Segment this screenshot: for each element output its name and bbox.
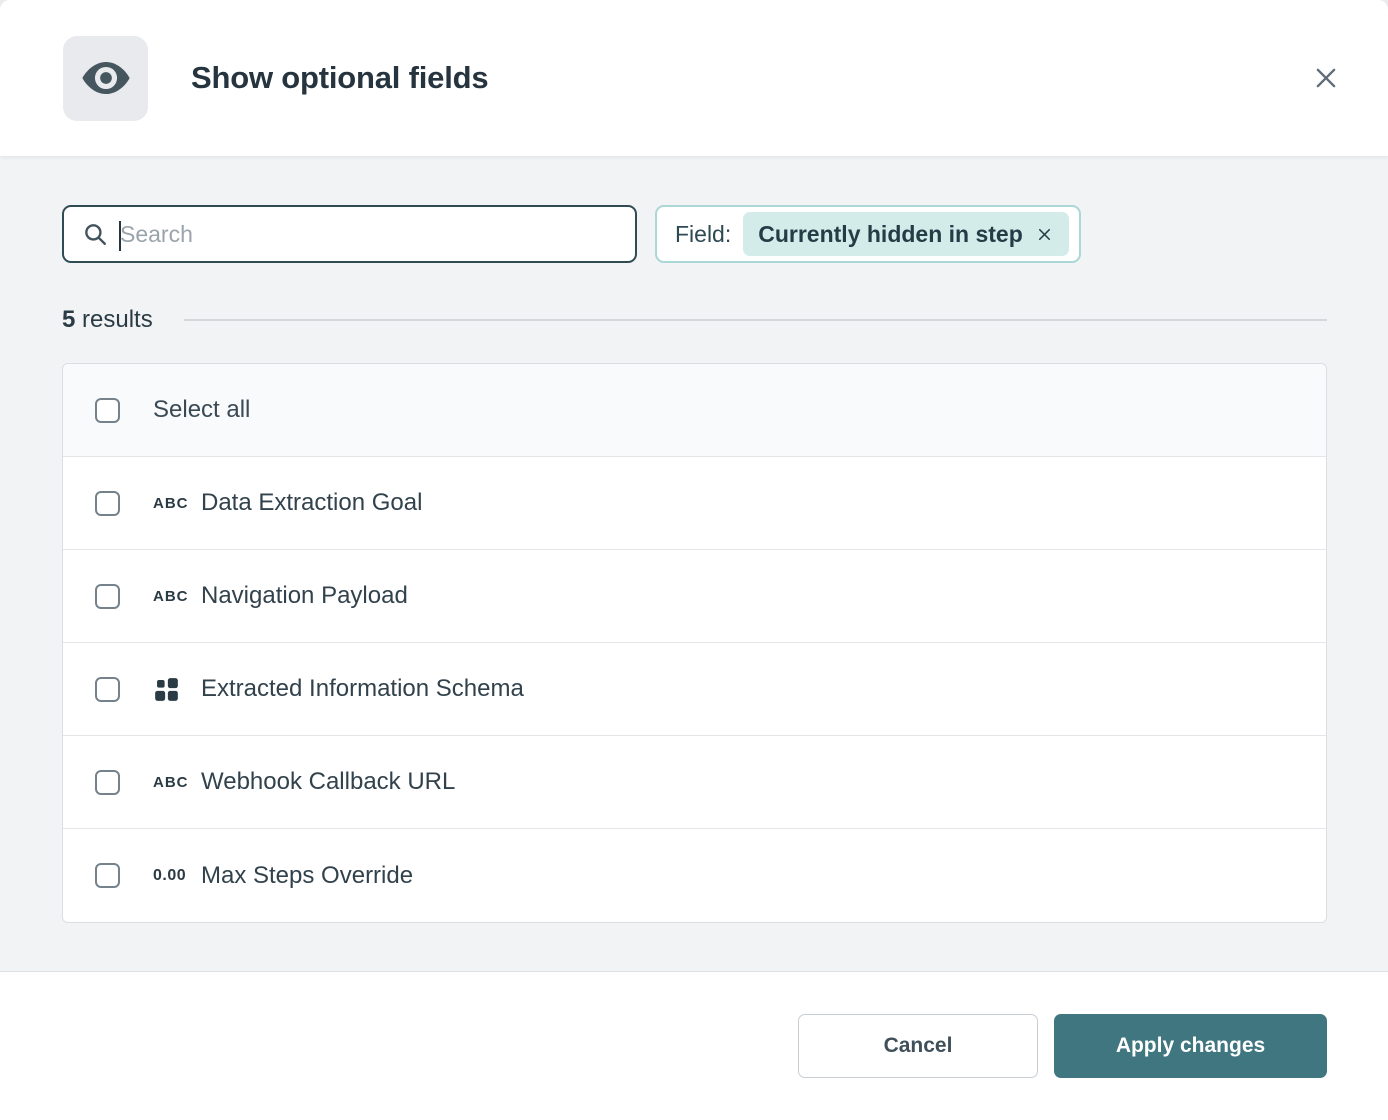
dialog-header: Show optional fields [0, 0, 1388, 156]
select-all-row[interactable]: Select all [63, 364, 1326, 457]
results-label: results [82, 306, 153, 333]
list-item-data-extraction-goal[interactable]: ABC Data Extraction Goal [63, 457, 1326, 550]
row-checkbox[interactable] [95, 863, 120, 888]
apply-changes-button[interactable]: Apply changes [1054, 1014, 1327, 1078]
text-type-icon: ABC [153, 773, 189, 791]
field-filter: Field: Currently hidden in step [655, 205, 1081, 263]
dialog-footer: Cancel Apply changes [0, 972, 1388, 1120]
search-input[interactable] [120, 220, 619, 248]
results-count: 5 [62, 306, 76, 333]
eye-icon [80, 52, 132, 104]
filter-value-pill[interactable]: Currently hidden in step [743, 212, 1069, 256]
cancel-button[interactable]: Cancel [798, 1014, 1038, 1078]
list-item-label: Extracted Information Schema [201, 675, 524, 702]
controls-row: Field: Currently hidden in step [62, 205, 1327, 263]
text-type-icon: ABC [153, 587, 189, 605]
select-all-label: Select all [153, 396, 251, 423]
optional-fields-list: Select all ABC Data Extraction Goal ABC … [62, 363, 1327, 923]
filter-value: Currently hidden in step [758, 220, 1023, 247]
row-checkbox[interactable] [95, 769, 120, 795]
filter-label: Field: [675, 220, 732, 247]
number-type-icon: 0.00 [153, 866, 187, 884]
list-item-label: Webhook Callback URL [201, 768, 456, 795]
row-checkbox[interactable] [95, 490, 120, 516]
row-checkbox[interactable] [95, 676, 120, 702]
remove-filter-x-icon [1035, 225, 1054, 244]
text-type-icon: ABC [153, 494, 189, 512]
row-checkbox[interactable] [95, 583, 120, 609]
eye-icon-tile [63, 35, 148, 121]
dialog-body: Field: Currently hidden in step [0, 156, 1388, 972]
results-summary: 5 results [62, 306, 153, 334]
list-item-navigation-payload[interactable]: ABC Navigation Payload [63, 550, 1326, 643]
list-item-label: Max Steps Override [201, 861, 414, 889]
list-item-webhook-callback-url[interactable]: ABC Webhook Callback URL [63, 736, 1326, 829]
text-caret [119, 221, 121, 251]
select-all-checkbox[interactable] [95, 397, 120, 423]
list-item-label: Data Extraction Goal [201, 489, 423, 516]
search-icon [82, 221, 108, 247]
dialog-title: Show optional fields [191, 60, 489, 95]
remove-filter-button[interactable] [1033, 222, 1057, 246]
list-item-extracted-information-schema[interactable]: Extracted Information Schema [63, 643, 1326, 736]
close-icon [1312, 64, 1340, 92]
search-box[interactable] [62, 205, 637, 263]
results-divider [183, 319, 1327, 321]
list-item-max-steps-override[interactable]: 0.00 Max Steps Override [63, 829, 1326, 922]
list-item-label: Navigation Payload [201, 582, 408, 609]
close-button[interactable] [1304, 56, 1348, 100]
grid-type-icon [153, 676, 180, 703]
results-row: 5 results [62, 306, 1327, 334]
